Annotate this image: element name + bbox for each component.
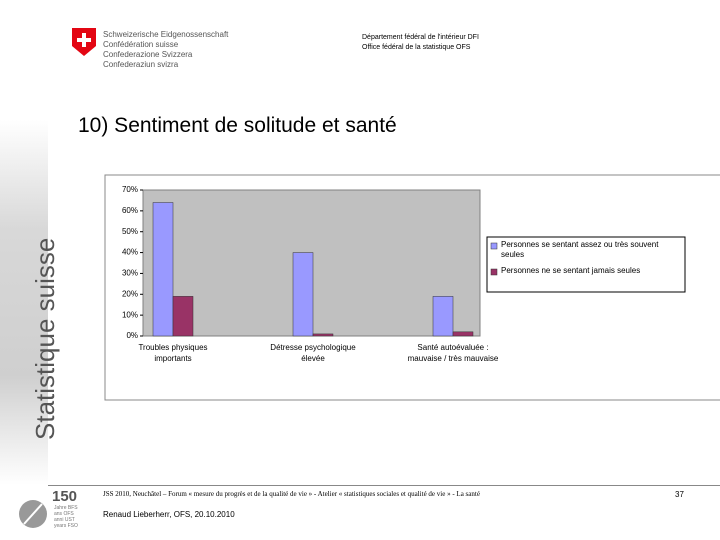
- legend-swatch: [490, 242, 498, 250]
- legend-swatch: [490, 268, 498, 276]
- confederation-line: Confederaziun svizra: [103, 60, 179, 69]
- footer-rule: [48, 485, 720, 486]
- slide-title: 10) Sentiment de solitude et santé: [78, 114, 397, 137]
- confederation-line: Confédération suisse: [103, 40, 179, 49]
- y-tick-label: 40%: [122, 248, 138, 257]
- logo-line: anni UST: [54, 517, 75, 523]
- confederation: Schweizerische Eidgenossenschaft Confédé…: [103, 30, 228, 70]
- x-tick-label: Troubles physiques importants: [138, 343, 208, 363]
- bar: [312, 333, 334, 337]
- y-tick-label: 70%: [122, 185, 138, 194]
- bar: [432, 296, 454, 337]
- bar: [172, 296, 194, 337]
- footer-event: JSS 2010, Neuchâtel – Forum « mesure du …: [103, 490, 480, 498]
- logo-mark: [19, 500, 47, 528]
- bar: [292, 252, 314, 337]
- legend-label: Personnes se sentant assez ou très souve…: [501, 240, 659, 259]
- y-tick-label: 50%: [122, 227, 138, 236]
- sidebar-band: [0, 120, 48, 485]
- logo-lines: Jahre BFS ans OFS anni UST years FSO: [54, 505, 78, 529]
- x-tick-label: Détresse psychologique élevée: [270, 343, 356, 363]
- page-number: 37: [675, 490, 684, 499]
- swiss-flag: [72, 28, 96, 56]
- confederation-line: Schweizerische Eidgenossenschaft: [103, 30, 229, 39]
- legend-label: Personnes ne se sentant jamais seules: [501, 266, 641, 275]
- logo-number: 150: [52, 488, 78, 505]
- department-line: Département fédéral de l'intérieur DFI: [362, 34, 479, 41]
- y-tick-label: 60%: [122, 206, 138, 215]
- y-tick-label: 10%: [122, 310, 138, 319]
- y-tick-label: 20%: [122, 289, 138, 298]
- y-tick-label: 30%: [122, 269, 138, 278]
- footer-author: Renaud Lieberherr, OFS, 20.10.2010: [103, 510, 235, 519]
- department-line: Office fédéral de la statistique OFS: [362, 44, 471, 51]
- logo-line: ans OFS: [54, 511, 74, 517]
- department: Département fédéral de l'intérieur DFI O…: [362, 33, 479, 53]
- x-tick-label: Santé autoévaluée : mauvaise / très mauv…: [407, 343, 499, 363]
- y-tick-label: 0%: [126, 331, 138, 340]
- confederation-line: Confederazione Svizzera: [103, 50, 193, 59]
- bar: [152, 202, 174, 337]
- bar: [452, 331, 474, 337]
- legend-box: [486, 236, 686, 293]
- logo-line: Jahre BFS: [54, 505, 78, 511]
- logo-line: years FSO: [54, 523, 78, 529]
